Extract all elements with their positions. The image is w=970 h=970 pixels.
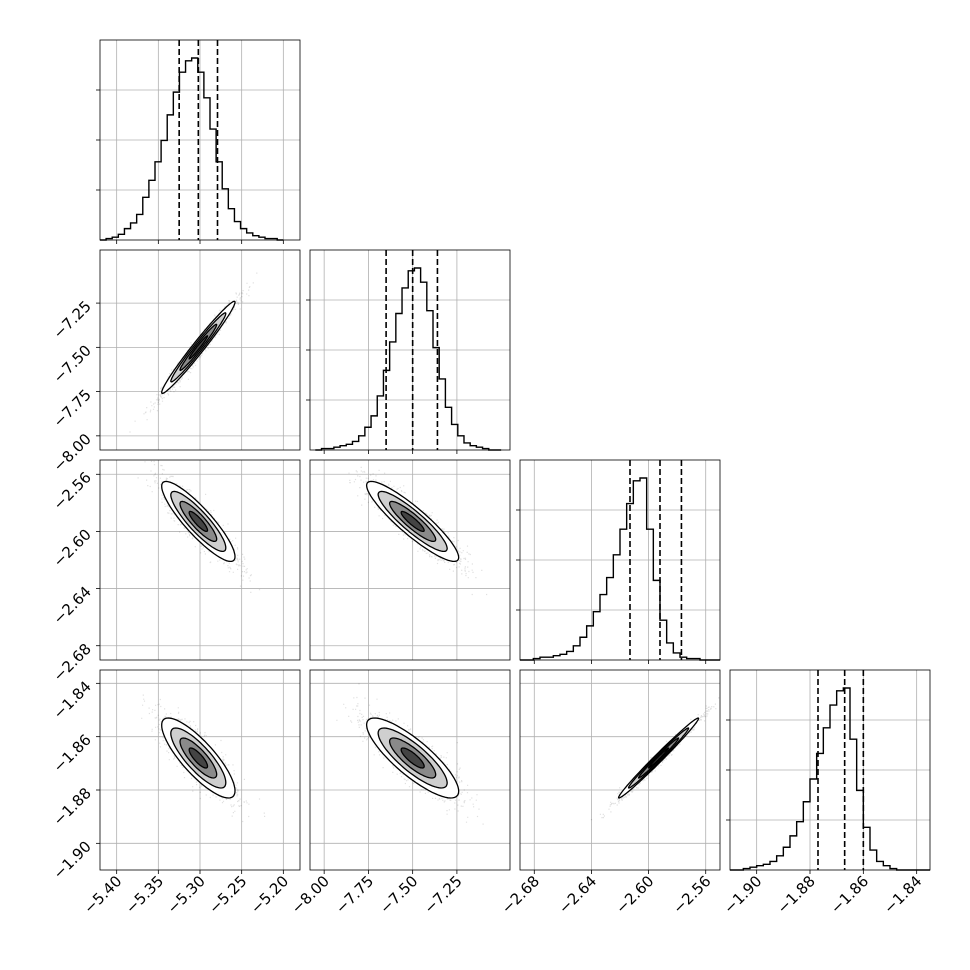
hist-1-bars <box>315 267 502 451</box>
hist-1-frame <box>309 249 511 451</box>
pair-3-2-frame <box>519 669 721 871</box>
pair-2-1-content <box>310 460 510 660</box>
pair-3-1-contour-3 <box>400 747 425 769</box>
yaxis-2-label-3: −2.56 <box>50 468 95 513</box>
hist-2-frame <box>519 459 721 661</box>
xaxis-2-label-3: −2.56 <box>669 872 714 917</box>
xaxis-0-label-3: −5.25 <box>205 872 250 917</box>
pair-panel-1-0 <box>99 249 301 451</box>
pair-panel-3-1 <box>309 669 511 871</box>
xaxis-0-label-2: −5.30 <box>164 872 209 917</box>
pair-panel-3-2 <box>519 669 721 871</box>
yaxis-3-label-0: −1.90 <box>50 837 95 882</box>
pair-3-1-frame <box>309 669 511 871</box>
xaxis-3-label-2: −1.86 <box>827 872 872 917</box>
hist-2-bars <box>520 477 720 661</box>
hist-panel-2 <box>516 459 721 661</box>
hist-3-bars <box>730 687 930 871</box>
yaxis-1-label-3: −7.25 <box>50 297 95 342</box>
xaxis-2-label-0: −2.68 <box>498 872 543 917</box>
pair-3-1-content <box>310 670 510 870</box>
pair-2-0-contour-3 <box>188 510 209 533</box>
pair-3-0-contour-3 <box>188 747 209 769</box>
xaxis-1-label-0: −8.00 <box>288 872 333 917</box>
hist-3-frame <box>729 669 931 871</box>
pair-panel-2-0 <box>99 459 301 661</box>
yaxis-2-label-1: −2.64 <box>50 583 95 628</box>
yaxis-2-label-0: −2.68 <box>50 640 95 685</box>
yaxis-1-label-1: −7.75 <box>50 386 95 431</box>
pair-2-1-contour-3 <box>400 510 425 533</box>
xaxis-0-label-1: −5.35 <box>122 872 167 917</box>
pair-3-2-contour-3 <box>647 747 670 769</box>
yaxis-3-label-3: −1.84 <box>50 677 95 722</box>
hist-0-bars <box>100 57 284 241</box>
pair-1-0-contour-3 <box>188 335 209 360</box>
pair-3-0-content <box>100 670 300 870</box>
xaxis-2-label-1: −2.64 <box>555 872 600 917</box>
xaxis-0-label-4: −5.20 <box>247 872 292 917</box>
yaxis-1-label-2: −7.50 <box>50 341 95 386</box>
yaxis-3-label-1: −1.88 <box>50 784 95 829</box>
xaxis-0-label-0: −5.40 <box>80 872 125 917</box>
pair-panel-2-1 <box>309 459 511 661</box>
yaxis-1-label-0: −8.00 <box>50 430 95 475</box>
xaxis-1-label-2: −7.50 <box>376 872 421 917</box>
pair-panel-3-0 <box>99 669 301 871</box>
xaxis-1-label-3: −7.25 <box>420 872 465 917</box>
pair-2-0-content <box>100 460 300 660</box>
yaxis-2-label-2: −2.60 <box>50 526 95 571</box>
yaxis-3-label-2: −1.86 <box>50 731 95 776</box>
xaxis-2-label-2: −2.60 <box>612 872 657 917</box>
pair-2-0-frame <box>99 459 301 661</box>
pair-1-0-content <box>100 250 300 450</box>
xaxis-3-label-1: −1.88 <box>774 872 819 917</box>
pair-3-2-content <box>520 670 720 870</box>
hist-panel-0 <box>96 39 301 241</box>
pair-2-1-frame <box>309 459 511 661</box>
hist-panel-1 <box>306 249 511 451</box>
xaxis-3-label-3: −1.84 <box>880 872 925 917</box>
hist-panel-3 <box>726 669 931 871</box>
xaxis-3-label-0: −1.90 <box>720 872 765 917</box>
xaxis-1-label-1: −7.75 <box>332 872 377 917</box>
pair-1-0-frame <box>99 249 301 451</box>
